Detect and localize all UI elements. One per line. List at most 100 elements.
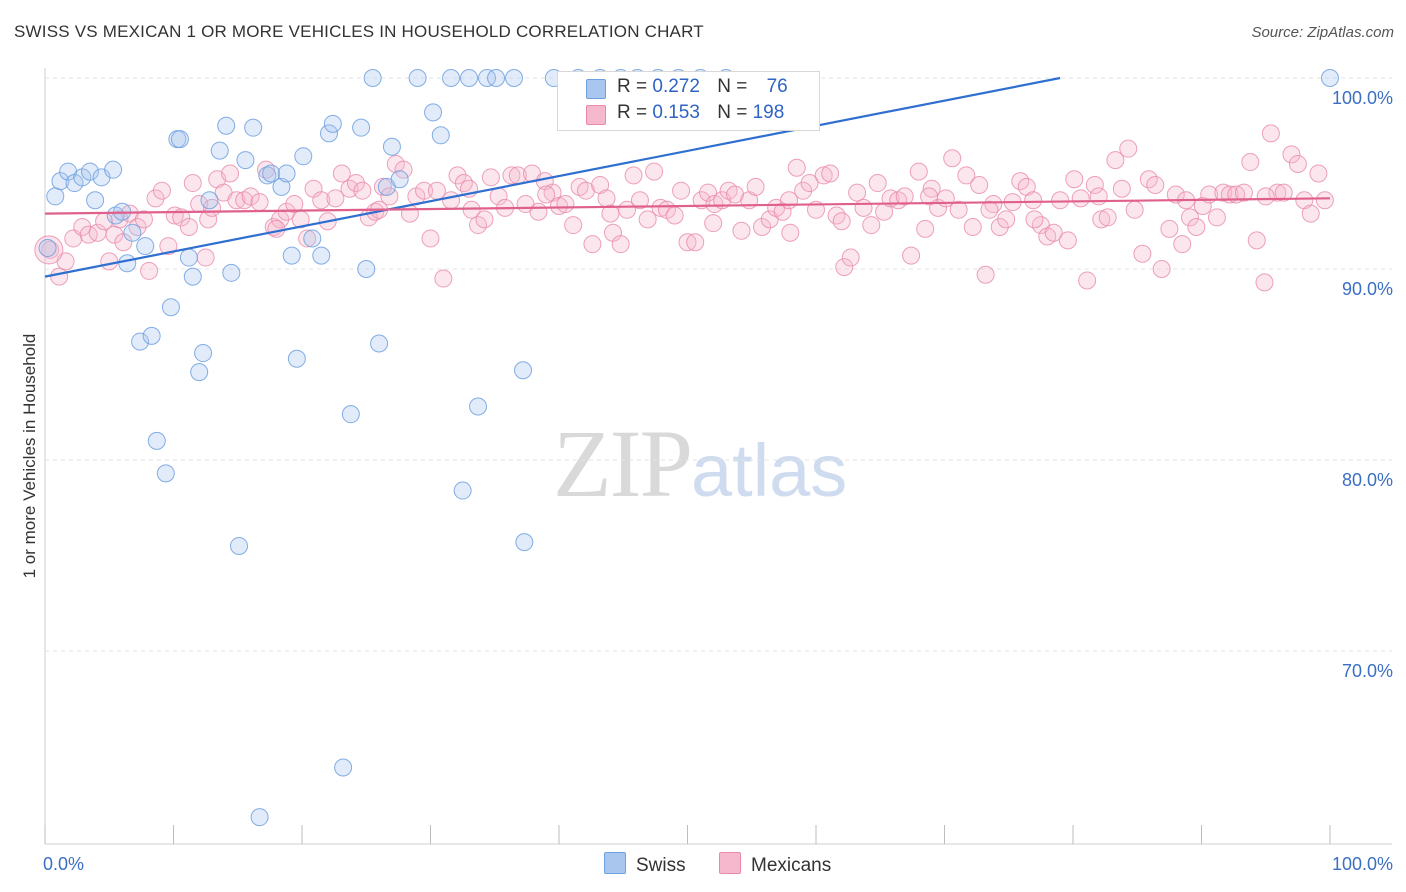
mexicans-point	[454, 174, 473, 193]
mexicans-point	[114, 233, 133, 252]
mexicans-point	[909, 162, 928, 181]
swiss-point	[357, 260, 376, 278]
swiss-point	[200, 191, 219, 210]
mexicans-point	[787, 158, 806, 177]
legend-swiss-text: R = 0.272 N = 76	[617, 76, 788, 98]
bottom-mexicans-label: Mexicans	[751, 855, 832, 876]
mexicans-point	[1051, 191, 1070, 210]
mexicans-point	[753, 217, 772, 236]
mexicans-point	[529, 202, 548, 221]
mexicans-point	[134, 210, 153, 229]
swiss-point	[51, 172, 70, 191]
mexicans-point	[267, 219, 286, 238]
swiss-point	[118, 254, 137, 273]
mexicans-point	[601, 204, 620, 223]
mexicans-point	[146, 189, 165, 208]
swiss-point	[442, 69, 461, 87]
mexicans-point	[434, 269, 453, 288]
mexicans-point	[800, 174, 819, 193]
mexicans-point	[638, 210, 657, 229]
mexicans-point	[564, 216, 583, 235]
x-tick-label: 100.0%	[1332, 854, 1393, 874]
swiss-point	[156, 464, 175, 483]
y-tick-label: 100.0%	[1332, 88, 1393, 108]
swiss-point	[487, 69, 506, 87]
mexicans-point	[957, 166, 976, 185]
mexicans-point	[159, 237, 178, 256]
mexicans-point	[1193, 196, 1212, 215]
mexicans-point	[976, 265, 995, 284]
mexicans-point	[895, 187, 914, 206]
mexicans-point	[970, 175, 989, 194]
mexicans-point	[442, 191, 461, 210]
swiss-point	[382, 137, 401, 156]
mexicans-point	[949, 200, 968, 219]
mexicans-point	[152, 181, 171, 200]
mexicans-point	[1112, 179, 1131, 198]
mexicans-point	[821, 164, 840, 183]
mexicans-point	[183, 174, 202, 193]
trend-lines	[44, 76, 1331, 278]
mexicans-point	[550, 196, 568, 215]
swiss-trend-line	[44, 76, 1061, 278]
mexicans-point	[1256, 187, 1275, 206]
swiss-point	[453, 481, 472, 500]
mexicans-point	[645, 162, 664, 181]
mexicans-point	[298, 229, 317, 248]
mexicans-point	[827, 206, 846, 225]
mexicans-point	[1044, 223, 1063, 242]
swiss-r-value: 0.272	[652, 76, 700, 97]
mexicans-point	[672, 181, 691, 200]
swiss-point	[469, 397, 488, 416]
mexicans-point	[980, 200, 999, 219]
mexicans-point	[1234, 183, 1253, 202]
swiss-point	[250, 808, 269, 827]
mexicans-point	[686, 233, 705, 252]
mexicans-point	[502, 166, 521, 185]
swiss-point	[46, 187, 65, 206]
mexicans-point	[1268, 183, 1287, 202]
mexicans-point	[630, 191, 649, 210]
swiss-point	[161, 298, 180, 317]
mexicans-point	[624, 166, 643, 185]
mexicans-point	[1261, 124, 1280, 143]
swiss-point	[86, 191, 105, 210]
swiss-r-label: R =	[617, 76, 648, 97]
mexicans-point	[1089, 187, 1108, 206]
mexicans-point	[773, 202, 792, 221]
mexicans-point	[943, 149, 962, 168]
swiss-point	[131, 332, 150, 351]
mexicans-point	[678, 233, 697, 252]
mexicans-point	[997, 210, 1016, 229]
mexicans-point	[421, 229, 440, 248]
swiss-point	[341, 405, 360, 424]
mexicans-point	[1071, 189, 1090, 208]
mexicans-point	[79, 225, 98, 244]
mexicans-point	[1152, 260, 1171, 278]
mexicans-point	[1133, 244, 1152, 263]
mexicans-point	[963, 217, 982, 236]
mexicans-point	[1180, 208, 1199, 227]
swiss-point	[190, 363, 209, 382]
mexicans-point	[841, 248, 860, 267]
mexicans-point	[862, 216, 881, 235]
swiss-point	[390, 170, 409, 189]
mexicans-point	[1119, 139, 1138, 158]
watermark: ZIPatlas	[553, 408, 847, 519]
swiss-n-value: 76	[766, 76, 788, 97]
swiss-point	[277, 164, 296, 183]
mexicans-point	[920, 187, 939, 206]
mexicans-point	[353, 181, 372, 200]
mexicans-point	[179, 217, 198, 236]
mexicans-point	[227, 191, 246, 210]
mexicans-point	[373, 177, 392, 196]
axis-labels: 100.0% 90.0% 80.0% 70.0% 0.0% 100.0% 1 or more…	[20, 88, 1393, 874]
mexicans-point	[326, 189, 345, 208]
swiss-point	[515, 533, 534, 552]
mexicans-point	[1106, 151, 1125, 170]
mexicans-point	[1301, 204, 1320, 223]
bottom-legend-swiss: Swiss	[604, 852, 686, 877]
mexicans-point	[537, 185, 556, 204]
mexicans-point	[651, 198, 670, 217]
swiss-point	[230, 536, 249, 555]
